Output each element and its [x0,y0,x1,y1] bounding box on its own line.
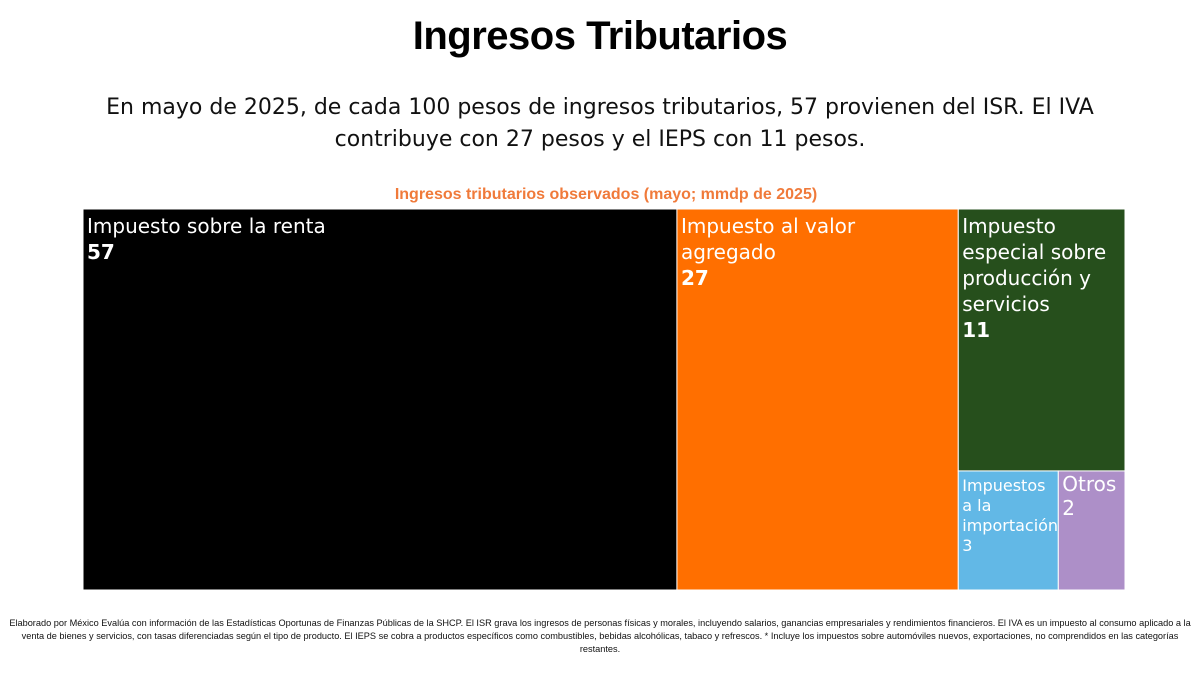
treemap-label: especial sobre [962,240,1106,264]
treemap-value: 27 [681,266,709,290]
treemap-label: Impuesto sobre la renta [87,214,326,238]
treemap-rect [957,470,1059,591]
treemap-label: importación [962,516,1058,535]
treemap-value: 57 [87,240,115,264]
treemap-rect [1057,470,1126,591]
page-subtitle: En mayo de 2025, de cada 100 pesos de in… [106,95,1094,152]
footnote: Elaborado por México Evalúa con informac… [9,618,1191,654]
treemap-label: Impuestos [962,476,1045,495]
treemap-label: Otros [1062,472,1116,496]
treemap-rect [957,208,1126,472]
treemap-value: 11 [962,318,990,342]
treemap-label: producción y [962,266,1091,290]
page-title: Ingresos Tributarios [412,14,788,58]
treemap-rect [82,208,678,591]
treemap-rect [676,208,959,591]
chart-title: Ingresos tributarios observados (mayo; m… [394,186,818,203]
treemap-value: 2 [1062,496,1075,520]
treemap-label: a la [962,496,991,515]
treemap-value: 3 [962,536,972,555]
treemap-label: Impuesto al valor [681,214,856,238]
treemap-label: servicios [962,292,1050,316]
treemap-label: Impuesto [962,214,1056,238]
treemap-label: agregado [681,240,776,264]
chart-card: Ingresos tributarios observados (mayo; m… [80,178,1132,594]
